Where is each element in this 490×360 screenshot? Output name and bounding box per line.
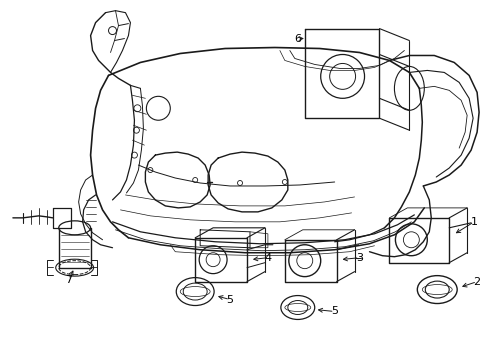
Text: 5: 5 xyxy=(226,294,234,305)
Text: 3: 3 xyxy=(356,253,363,263)
Text: 7: 7 xyxy=(65,275,72,285)
Text: 2: 2 xyxy=(473,276,481,287)
Text: 4: 4 xyxy=(264,253,271,263)
Text: 6: 6 xyxy=(294,33,301,44)
Text: 1: 1 xyxy=(470,217,478,227)
Text: 5: 5 xyxy=(331,306,338,316)
